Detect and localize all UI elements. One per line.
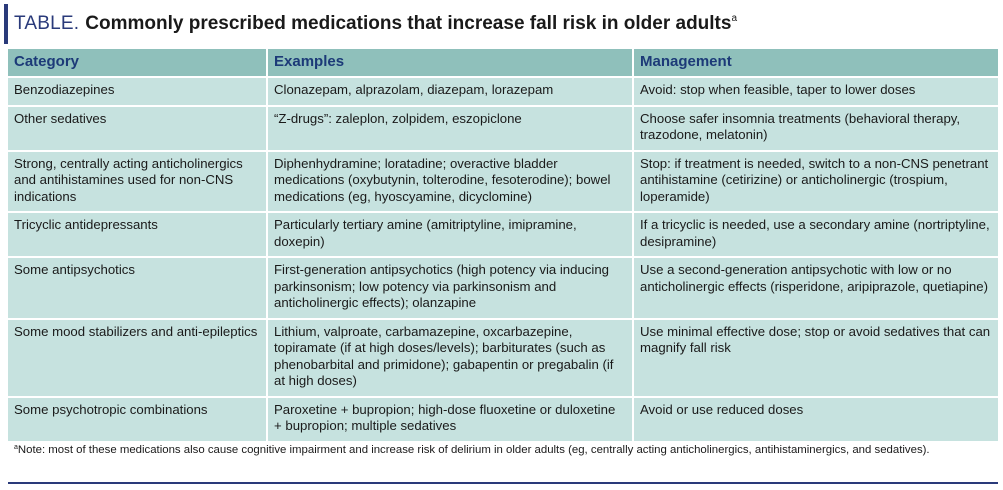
table-label: TABLE. [14, 13, 80, 34]
header-examples: Examples [267, 49, 634, 78]
header-management: Management [633, 49, 998, 78]
table-row: Some mood stabilizers and anti-epileptic… [8, 318, 998, 398]
table-title: TABLE. Commonly prescribed medications t… [4, 4, 998, 44]
cell-management: Choose safer insomnia treatments (behavi… [633, 105, 998, 152]
footnote-text: Note: most of these medications also cau… [17, 444, 930, 456]
cell-examples: Diphenhydramine; loratadine; overactive … [267, 150, 634, 213]
cell-examples: Clonazepam, alprazolam, diazepam, loraze… [267, 77, 634, 107]
cell-management: Avoid: stop when feasible, taper to lowe… [633, 77, 998, 107]
bottom-divider [8, 482, 998, 484]
table-row: Some antipsychotics First-generation ant… [8, 257, 998, 320]
cell-management: If a tricyclic is needed, use a secondar… [633, 212, 998, 258]
title-footnote-marker: a [731, 13, 738, 24]
header-category: Category [8, 49, 268, 78]
table-header-row: Category Examples Management [8, 49, 998, 78]
table-figure: TABLE. Commonly prescribed medications t… [4, 4, 998, 486]
table-title-text: Commonly prescribed medications that inc… [85, 13, 737, 35]
cell-category: Some mood stabilizers and anti-epileptic… [8, 318, 268, 398]
cell-examples: First-generation antipsychotics (high po… [267, 257, 634, 320]
cell-category: Strong, centrally acting anticholinergic… [8, 150, 268, 213]
cell-examples: Particularly tertiary amine (amitriptyli… [267, 212, 634, 258]
table-row: Some psychotropic combinations Paroxetin… [8, 396, 998, 443]
table-row: Strong, centrally acting anticholinergic… [8, 150, 998, 213]
medications-table: Category Examples Management Benzodiazep… [8, 49, 998, 443]
cell-category: Other sedatives [8, 105, 268, 152]
cell-management: Use minimal effective dose; stop or avoi… [633, 318, 998, 398]
cell-management: Stop: if treatment is needed, switch to … [633, 150, 998, 213]
table-row: Other sedatives “Z-drugs”: zaleplon, zol… [8, 105, 998, 152]
cell-category: Tricyclic antidepressants [8, 212, 268, 258]
table-row: Tricyclic antidepressants Particularly t… [8, 212, 998, 258]
table-footnote: aNote: most of these medications also ca… [14, 441, 974, 457]
cell-management: Avoid or use reduced doses [633, 396, 998, 443]
cell-examples: Paroxetine + bupropion; high-dose fluoxe… [267, 396, 634, 443]
cell-examples: “Z-drugs”: zaleplon, zolpidem, eszopiclo… [267, 105, 634, 152]
cell-category: Some psychotropic combinations [8, 396, 268, 443]
cell-category: Some antipsychotics [8, 257, 268, 320]
table-title-main: Commonly prescribed medications that inc… [85, 13, 732, 34]
footnote-marker: a [14, 444, 18, 451]
cell-category: Benzodiazepines [8, 77, 268, 107]
table-row: Benzodiazepines Clonazepam, alprazolam, … [8, 77, 998, 107]
cell-management: Use a second-generation antipsychotic wi… [633, 257, 998, 320]
cell-examples: Lithium, valproate, carbamazepine, oxcar… [267, 318, 634, 398]
